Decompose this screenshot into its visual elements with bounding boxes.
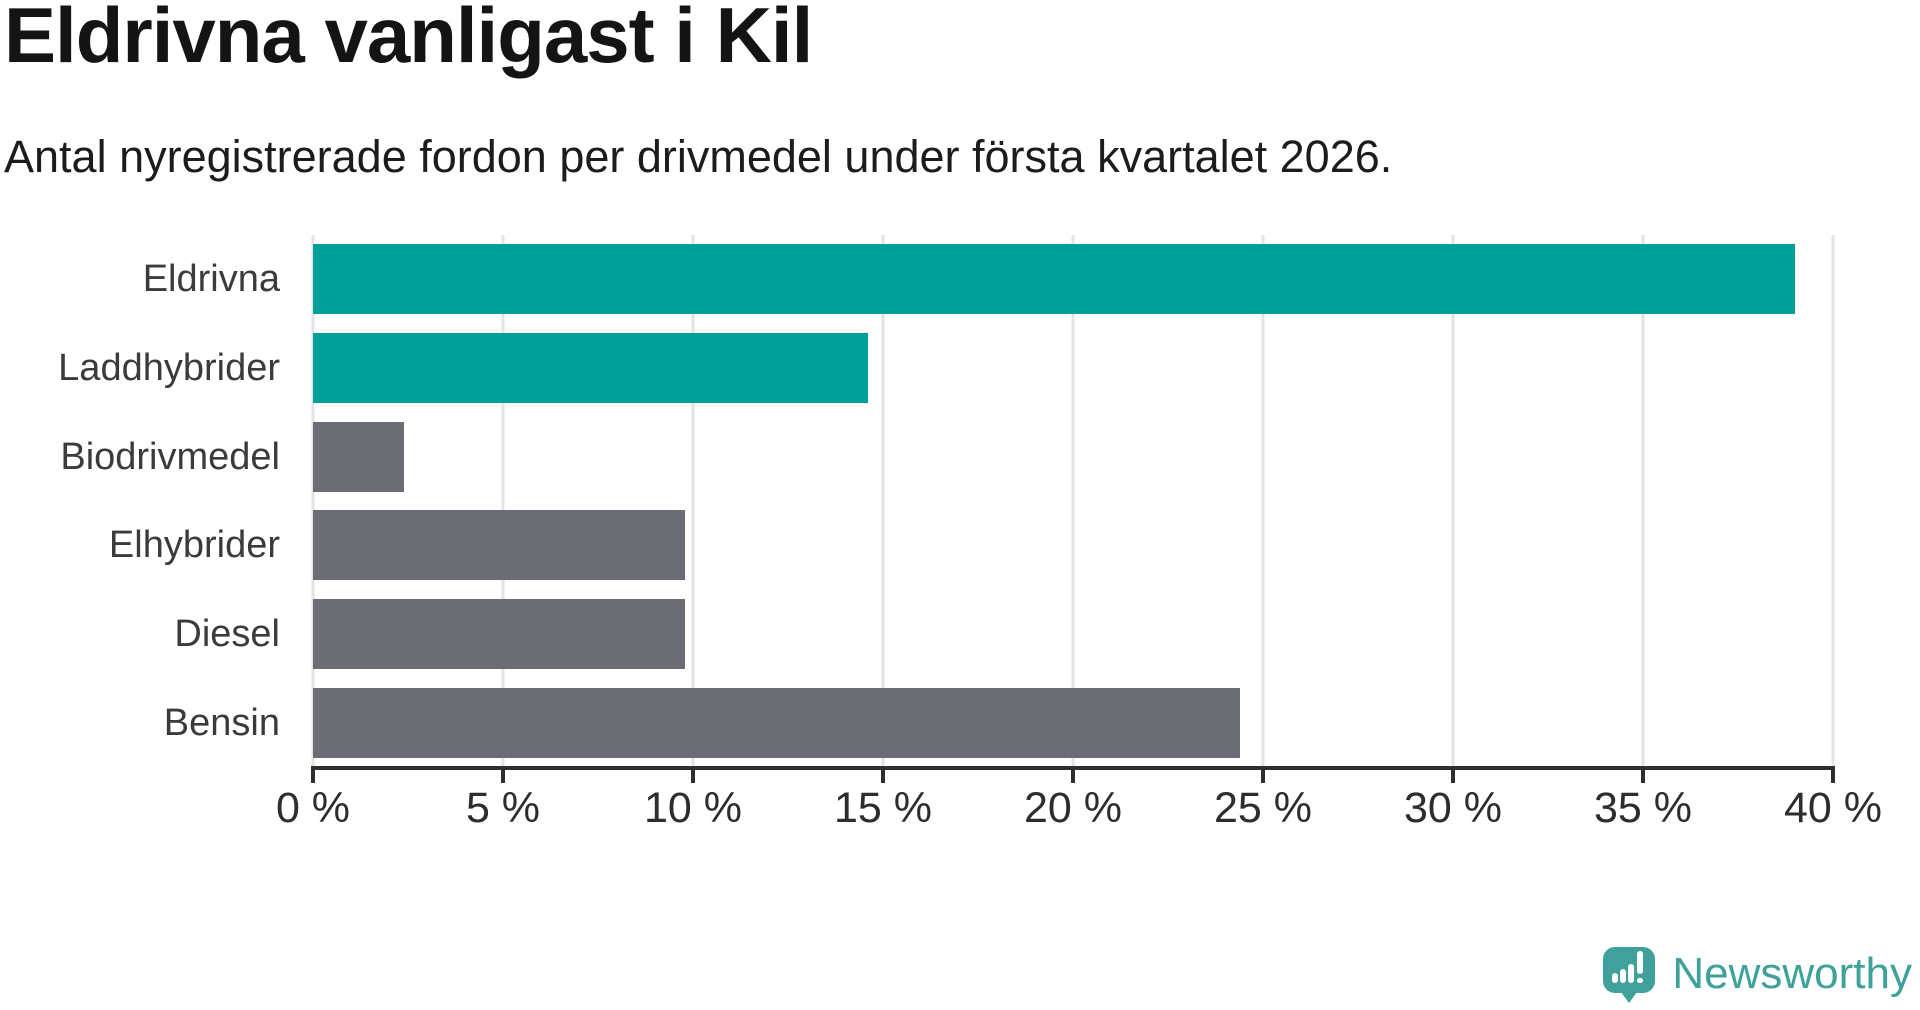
bar [313, 244, 1795, 315]
category-label: Eldrivna [142, 258, 280, 301]
exclamation-dot-icon [1637, 977, 1643, 983]
plot-area: Eldrivna Laddhybrider Biodrivmedel Elhybrid… [58, 235, 1835, 767]
bar [313, 421, 405, 492]
bar-chart-icon [1612, 973, 1618, 983]
bar-row: Laddhybrider [58, 333, 1833, 403]
bar-row: Eldrivna [143, 244, 1833, 315]
bar-chart-icon [1620, 969, 1626, 983]
x-tick [881, 770, 885, 783]
x-tick-label: 5 % [465, 784, 541, 832]
newsworthy-wordmark: Newsworthy [1672, 949, 1912, 998]
bar [313, 510, 686, 581]
bar [313, 333, 868, 403]
category-label: Laddhybrider [58, 347, 280, 389]
exclamation-icon [1637, 951, 1643, 974]
x-tick [1831, 770, 1835, 783]
x-tick-label: 25 % [1213, 784, 1313, 832]
newsworthy-icon [1603, 944, 1656, 1004]
x-tick [1071, 770, 1075, 783]
gridline [1831, 235, 1835, 767]
gridline [501, 235, 505, 767]
category-label: Elhybrider [108, 524, 280, 567]
category-label: Diesel [174, 613, 280, 655]
x-tick-label: 35 % [1593, 784, 1693, 832]
x-tick-label: 15 % [833, 784, 933, 832]
bar-chart-icon [1628, 964, 1634, 983]
gridline [311, 235, 315, 767]
gridline [1261, 235, 1265, 767]
category-label: Biodrivmedel [60, 435, 280, 478]
x-tick-label: 10 % [643, 784, 743, 832]
bar-row: Diesel [174, 599, 1833, 669]
x-tick [1641, 770, 1645, 783]
chart-subtitle: Antal nyregistrerade fordon per drivmede… [4, 131, 1393, 182]
bar-row: Bensin [164, 687, 1833, 758]
bar [313, 687, 1241, 758]
x-tick-label: 20 % [1023, 784, 1123, 832]
gridline [1451, 235, 1455, 767]
newsworthy-logo: Newsworthy [1603, 944, 1912, 1004]
category-label: Bensin [163, 701, 280, 744]
x-tick [1261, 770, 1265, 783]
x-tick-label: 30 % [1403, 784, 1503, 832]
chart-title: Eldrivna vanligast i Kil [4, 0, 813, 79]
x-tick [691, 770, 695, 783]
gridline [881, 235, 885, 767]
x-axis-line [311, 766, 1835, 770]
bar-row: Elhybrider [109, 510, 1833, 581]
x-tick-label: 40 % [1783, 784, 1883, 832]
x-tick [311, 770, 315, 783]
gridline [691, 235, 695, 767]
gridline [1641, 235, 1645, 767]
speech-bubble [1603, 947, 1656, 993]
bar-row: Biodrivmedel [60, 421, 1833, 492]
bar [313, 599, 686, 669]
gridline [1071, 235, 1075, 767]
x-tick-label: 0 % [275, 784, 351, 832]
x-tick [1451, 770, 1455, 783]
x-tick [501, 770, 505, 783]
